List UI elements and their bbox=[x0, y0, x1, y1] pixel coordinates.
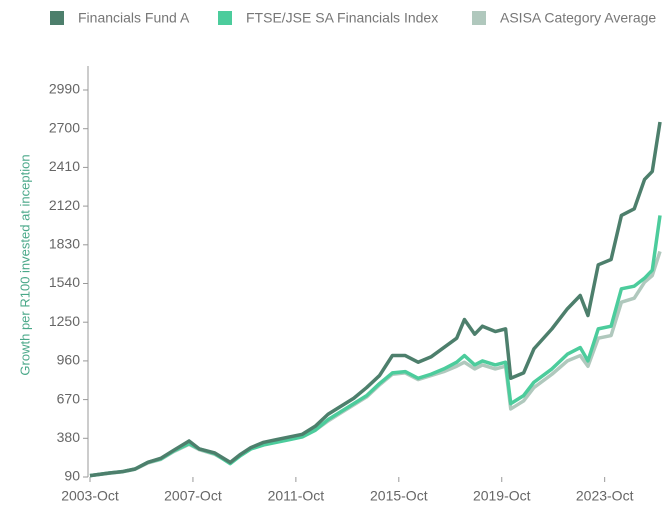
x-tick-label: 2003-Oct bbox=[61, 488, 119, 504]
y-tick-label: 960 bbox=[57, 352, 81, 368]
x-tick-label: 2007-Oct bbox=[164, 488, 222, 504]
series-line bbox=[89, 121, 662, 478]
series-line bbox=[89, 215, 662, 478]
legend-label: FTSE/JSE SA Financials Index bbox=[246, 10, 438, 26]
y-tick-label: 1540 bbox=[49, 274, 80, 290]
y-tick-label: 2120 bbox=[49, 197, 80, 213]
y-axis-label: Growth per R100 invested at inception bbox=[17, 154, 32, 375]
x-tick-label: 2015-Oct bbox=[370, 488, 428, 504]
y-tick-label: 2410 bbox=[49, 158, 80, 174]
y-tick-label: 2700 bbox=[49, 119, 80, 135]
y-tick-label: 670 bbox=[57, 390, 81, 406]
legend-label: ASISA Category Average bbox=[500, 10, 656, 26]
legend-label: Financials Fund A bbox=[78, 10, 190, 26]
series-line bbox=[89, 250, 662, 478]
y-tick-label: 90 bbox=[64, 468, 80, 484]
y-tick-label: 1250 bbox=[49, 313, 80, 329]
legend-swatch bbox=[50, 11, 64, 25]
x-tick-label: 2019-Oct bbox=[473, 488, 531, 504]
legend-swatch bbox=[218, 11, 232, 25]
y-tick-label: 380 bbox=[57, 429, 81, 445]
y-tick-label: 1830 bbox=[49, 236, 80, 252]
x-tick-label: 2023-Oct bbox=[576, 488, 634, 504]
legend-swatch bbox=[472, 11, 486, 25]
x-tick-label: 2011-Oct bbox=[268, 488, 325, 504]
y-tick-label: 2990 bbox=[49, 81, 80, 97]
